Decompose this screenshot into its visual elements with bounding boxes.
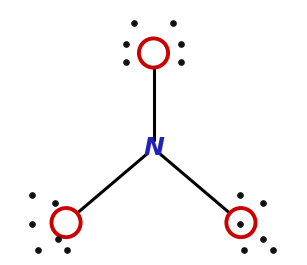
Text: N: N xyxy=(143,136,164,160)
